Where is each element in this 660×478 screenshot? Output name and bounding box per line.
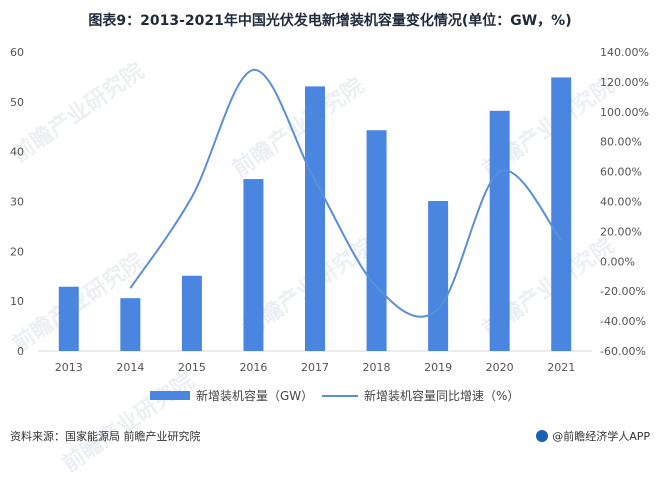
y-right-tick-label: 20.00% [600, 225, 642, 238]
y-left-tick-label: 10 [10, 295, 24, 308]
y-left-tick-label: 30 [10, 196, 24, 209]
y-right-tick-label: -60.00% [600, 345, 646, 358]
y-right-tick-label: -20.00% [600, 285, 646, 298]
y-right-tick-label: 0.00% [600, 255, 635, 268]
bar-2016 [243, 179, 263, 351]
y-right-tick-label: 140.00% [600, 46, 649, 59]
bar-2014 [120, 298, 140, 351]
bar-2021 [551, 77, 571, 351]
chart-svg: 0 10 20 30 40 50 60 -60.00% -40.00% -20.00% 0.00% 2… [0, 0, 660, 455]
x-tick-label: 2020 [486, 361, 514, 374]
y-left-tick-label: 20 [10, 245, 24, 258]
x-tick-label: 2017 [301, 361, 329, 374]
bar-2019 [428, 201, 448, 351]
legend-line-label: 新增装机容量同比增速（%） [364, 388, 519, 403]
x-tick-label: 2013 [55, 361, 83, 374]
x-tick-label: 2016 [239, 361, 267, 374]
y-left-tick-label: 0 [17, 345, 24, 358]
y-right-tick-label: 80.00% [600, 136, 642, 149]
bar-2015 [182, 276, 202, 351]
x-tick-label: 2018 [363, 361, 391, 374]
bar-2017 [305, 86, 325, 351]
brand-note: @前瞻经济学人APP [536, 428, 650, 444]
x-tick-label: 2014 [116, 361, 144, 374]
x-tick-label: 2015 [178, 361, 206, 374]
y-right-tick-label: 100.00% [600, 106, 649, 119]
y-left-tick-label: 60 [10, 46, 24, 59]
source-note: 资料来源：国家能源局 前瞻产业研究院 [10, 428, 201, 444]
y-right-tick-label: 120.00% [600, 76, 649, 89]
bar-2013 [59, 287, 79, 351]
x-tick-label: 2021 [547, 361, 575, 374]
brand-label: @前瞻经济学人APP [552, 428, 650, 444]
x-tick-label: 2019 [424, 361, 452, 374]
brand-logo-icon [536, 430, 548, 442]
legend-bar-label: 新增装机容量（GW） [196, 388, 313, 403]
legend-bar-swatch [150, 391, 190, 400]
bar-2020 [490, 111, 510, 351]
bar-2018 [367, 130, 387, 351]
y-right-tick-label: 40.00% [600, 196, 642, 209]
y-right-tick-label: -40.00% [600, 315, 646, 328]
y-left-tick-label: 40 [10, 146, 24, 159]
y-right-tick-label: 60.00% [600, 166, 642, 179]
y-left-tick-label: 50 [10, 96, 24, 109]
